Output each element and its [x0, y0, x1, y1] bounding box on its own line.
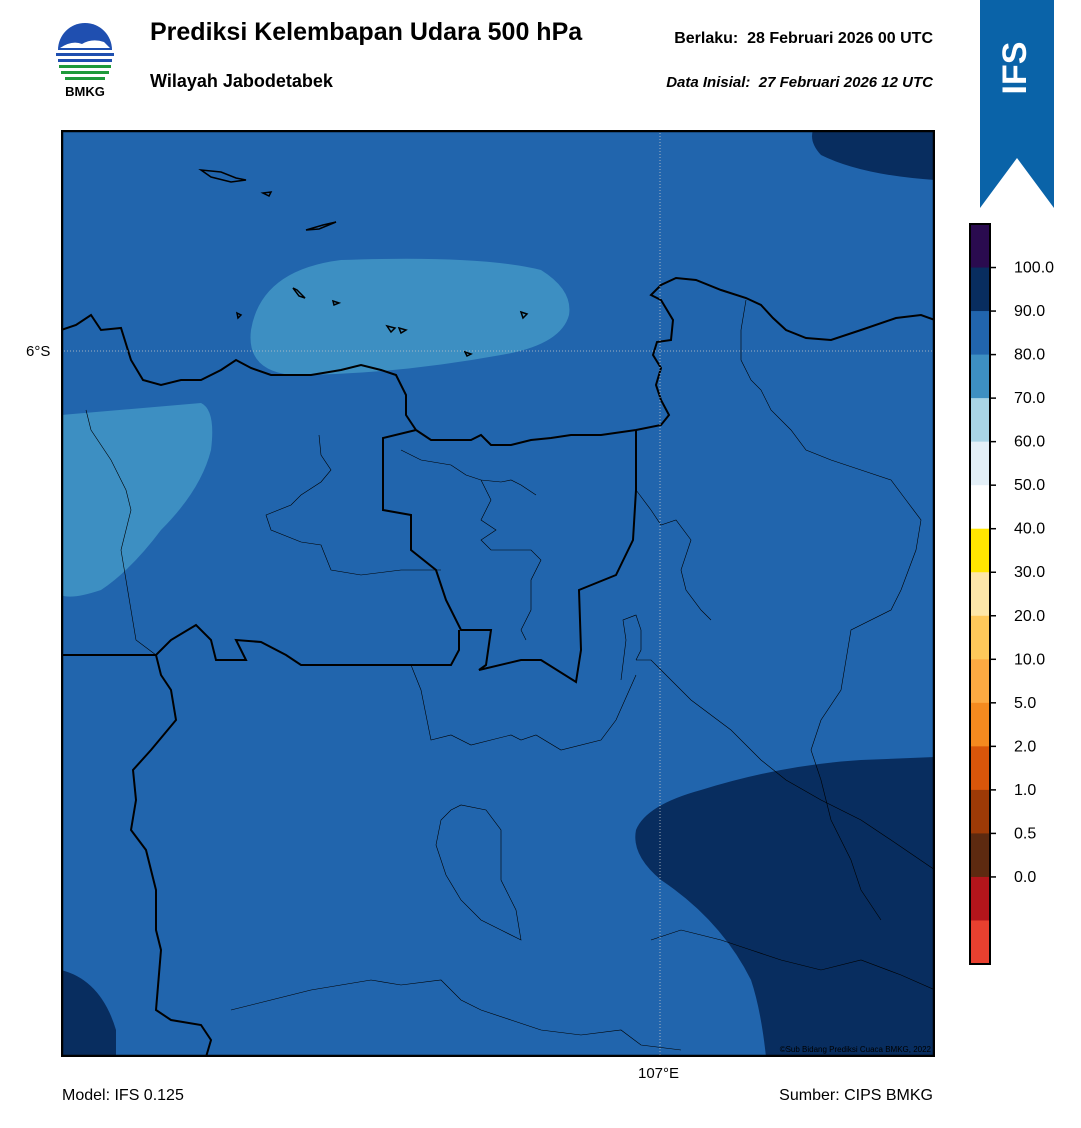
humidity-field-70-80-west — [61, 403, 213, 597]
colorbar-tick-label: 0.0 — [1014, 869, 1036, 886]
island — [385, 324, 397, 334]
valid-label: Berlaku: — [674, 30, 739, 47]
colorbar-swatch — [970, 746, 990, 791]
colorbar-tick-label: 0.5 — [1014, 825, 1036, 842]
map-title: Prediksi Kelembapan Udara 500 hPa — [150, 18, 583, 46]
island — [519, 310, 529, 320]
colorbar-tick-label: 1.0 — [1014, 782, 1036, 799]
map-frame — [61, 130, 935, 1057]
colorbar-tick-label: 90.0 — [1014, 303, 1045, 320]
colorbar-swatch — [970, 876, 990, 921]
map-credit: ©Sub Bidang Prediksi Cuaca BMKG, 2022 — [780, 1045, 932, 1054]
island — [260, 191, 273, 198]
province-boundary — [129, 654, 213, 1057]
lon-label: 107°E — [638, 1065, 680, 1082]
colorbar-swatch — [970, 615, 990, 660]
colorbar-tick-label: 20.0 — [1014, 608, 1045, 625]
humidity-field-90-100-ne — [812, 130, 935, 180]
init-label: Data Inisial: — [666, 74, 751, 91]
valid-value: 28 Februari 2026 00 UTC — [747, 30, 933, 47]
colorbar-tick-label: 100.0 — [1014, 260, 1054, 277]
colorbar-swatch — [970, 789, 990, 834]
init-value: 27 Februari 2026 12 UTC — [758, 74, 933, 91]
colorbar-swatch — [970, 311, 990, 356]
island — [397, 326, 408, 335]
colorbar-tick-label: 80.0 — [1014, 347, 1045, 364]
colorbar-swatch — [970, 702, 990, 747]
colorbar-swatch — [970, 224, 990, 269]
island — [463, 350, 473, 358]
lat-label: 6°S — [26, 343, 51, 360]
island — [292, 287, 306, 299]
island — [235, 311, 243, 320]
init-time: Data Inisial: 27 Februari 2026 12 UTC — [666, 74, 933, 91]
model-label: Model: IFS 0.125 — [62, 1087, 184, 1104]
ifs-ribbon: IFS — [980, 0, 1054, 208]
colorbar-tick-label: 5.0 — [1014, 695, 1036, 712]
colorbar-swatch — [970, 920, 990, 965]
colorbar-tick-label: 60.0 — [1014, 434, 1045, 451]
colorbar-swatch — [970, 485, 990, 530]
humidity-field-90-100-sw — [61, 970, 116, 1057]
province-boundary — [61, 623, 460, 666]
colorbar-swatch — [970, 398, 990, 443]
humidity-field-70-80-north — [250, 258, 570, 375]
region-subtitle: Wilayah Jabodetabek — [150, 71, 333, 91]
colorbar-swatch — [970, 659, 990, 704]
ribbon-text: IFS — [996, 42, 1034, 95]
colorbar-tick-label: 70.0 — [1014, 390, 1045, 407]
colorbar-swatch — [970, 267, 990, 312]
island — [305, 221, 337, 231]
humidity-field-90-100-se — [635, 757, 935, 1057]
colorbar-swatch — [970, 833, 990, 878]
colorbar-tick-label: 10.0 — [1014, 651, 1045, 668]
colorbar-swatch — [970, 528, 990, 573]
colorbar-tick-label: 2.0 — [1014, 738, 1036, 755]
colorbar: 100.0 90.0 80.0 70.0 60.0 50.0 40.0 30.0 20.0 10.… — [969, 223, 1054, 965]
colorbar-tick-label: 40.0 — [1014, 521, 1045, 538]
humidity-map: ©Sub Bidang Prediksi Cuaca BMKG, 2022 — [61, 130, 935, 1057]
valid-time: Berlaku: 28 Februari 2026 00 UTC — [674, 30, 933, 48]
island — [198, 168, 247, 183]
colorbar-swatch — [970, 354, 990, 399]
bmkg-logo — [55, 23, 115, 86]
colorbar-swatch — [970, 441, 990, 486]
colorbar-tick-label: 30.0 — [1014, 564, 1045, 581]
source-label: Sumber: CIPS BMKG — [779, 1087, 933, 1104]
province-boundary — [382, 429, 637, 684]
island — [331, 299, 342, 307]
colorbar-tick-label: 50.0 — [1014, 477, 1045, 494]
logo-text: BMKG — [65, 84, 105, 99]
colorbar-swatch — [970, 572, 990, 617]
coastline — [61, 276, 935, 446]
